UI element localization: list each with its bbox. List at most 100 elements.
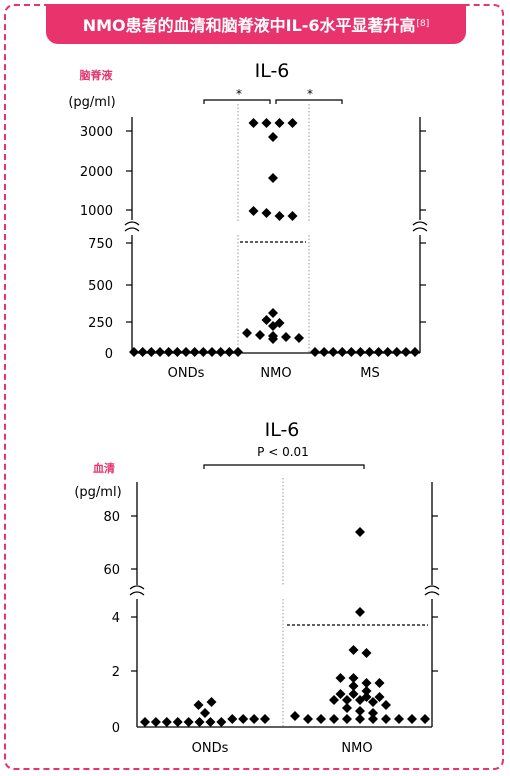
- chart-csf-ylabel: (pg/ml): [68, 95, 115, 110]
- chart-serum-nmo-point: [361, 686, 372, 696]
- chart-serum-ylabel: (pg/ml): [74, 485, 121, 500]
- chart-serum: IL-6 P < 0.01 血清 (pg/ml) 80 60 4 2 0 OND…: [74, 419, 440, 756]
- chart-csf-onds-point: [129, 347, 139, 357]
- chart-serum-nmo-point: [342, 703, 352, 713]
- chart-serum-nmo-point: [394, 714, 404, 724]
- chart-csf-ms-point: [382, 347, 393, 357]
- chart-csf-ytick: 250: [88, 316, 113, 331]
- chart-csf-nmo-point: [248, 206, 259, 216]
- chart-csf-ms-point: [410, 347, 420, 357]
- chart-csf-nmo-point: [261, 315, 272, 325]
- chart-csf-nmo-point: [261, 118, 272, 128]
- chart-serum-title: IL-6: [265, 419, 300, 441]
- chart-serum-onds-point: [206, 697, 217, 707]
- chart-csf-category-label: NMO: [260, 366, 291, 381]
- chart-serum-nmo-point: [381, 714, 391, 724]
- chart-serum-nmo-point: [316, 714, 326, 724]
- chart-csf-onds-point: [224, 347, 235, 357]
- chart-csf-category-label: ONDs: [168, 366, 205, 381]
- chart-csf-ms-point: [346, 347, 357, 357]
- chart-serum-nmo-point: [348, 681, 359, 691]
- chart-csf-nmo-point: [255, 330, 265, 340]
- chart-csf-ms-point: [337, 347, 348, 357]
- chart-csf-onds-point: [146, 347, 157, 357]
- chart-serum-nmo-point: [348, 689, 359, 699]
- chart-csf-ms-point: [328, 347, 339, 357]
- chart-csf-significance-label: *: [307, 87, 313, 101]
- chart-csf-onds-point: [155, 347, 165, 357]
- figure-header: NMO患者的血清和脑脊液中IL-6水平显著升高 [8]: [46, 4, 466, 44]
- chart-serum-nmo-point: [407, 714, 417, 724]
- chart-csf-nmo-point: [274, 118, 285, 128]
- chart-csf-onds-point: [163, 347, 174, 357]
- chart-csf-nmo-point: [268, 308, 278, 318]
- chart-serum-onds-point: [193, 700, 204, 710]
- chart-csf-ticks: [126, 130, 426, 323]
- chart-serum-nmo-point: [329, 695, 339, 705]
- chart-serum-points: [140, 527, 430, 727]
- chart-csf-nmo-point: [242, 328, 252, 338]
- chart-csf-left-axis-break: [124, 221, 140, 226]
- chart-csf-significance-label: *: [236, 87, 242, 101]
- chart-serum-nmo-point: [361, 648, 372, 658]
- chart-csf-group-separators: [237, 104, 310, 353]
- chart-serum-nmo-point: [335, 689, 346, 699]
- chart-csf-ytick: 750: [88, 237, 113, 252]
- chart-serum-category-label: NMO: [341, 741, 372, 756]
- chart-csf: IL-6 脑脊液 (pg/ml) 3000 2000 1000 750 500 …: [68, 60, 428, 381]
- chart-serum-nmo-point: [355, 695, 365, 705]
- chart-serum-nmo-point: [303, 714, 313, 724]
- chart-csf-right-axis-break: [412, 221, 428, 226]
- chart-csf-ytick: 1000: [80, 204, 113, 219]
- chart-serum-onds-point: [183, 717, 194, 727]
- chart-serum-onds-point: [205, 717, 216, 727]
- chart-csf-ms-point: [391, 347, 402, 357]
- chart-csf-significance-brackets: [203, 99, 343, 104]
- chart-serum-right-axis-break: [424, 585, 440, 590]
- chart-serum-nmo-point: [348, 673, 359, 683]
- chart-serum-nmo-point: [342, 695, 352, 705]
- chart-csf-ms-point: [364, 347, 375, 357]
- chart-serum-nmo-point: [374, 678, 385, 688]
- chart-serum-nmo-point: [355, 527, 365, 537]
- chart-serum-onds-point: [200, 708, 210, 718]
- chart-csf-ms-point: [310, 347, 320, 357]
- chart-csf-nmo-point: [274, 211, 285, 221]
- chart-csf-ytick: 500: [88, 279, 113, 294]
- chart-csf-nmo-point: [281, 332, 291, 342]
- chart-serum-onds-point: [172, 717, 183, 727]
- chart-csf-onds-point: [137, 347, 148, 357]
- chart-csf-onds-point: [207, 347, 217, 357]
- chart-csf-ms-point: [319, 347, 330, 357]
- chart-csf-nmo-point: [268, 173, 278, 183]
- chart-serum-onds-point: [249, 714, 260, 724]
- chart-serum-nmo-point: [361, 678, 372, 688]
- chart-csf-onds-point: [215, 347, 226, 357]
- chart-csf-title: IL-6: [255, 60, 290, 82]
- chart-serum-ytick: 4: [112, 611, 120, 626]
- chart-serum-category-label: ONDs: [192, 741, 229, 756]
- chart-serum-nmo-point: [335, 673, 346, 683]
- chart-serum-nmo-point: [368, 697, 378, 707]
- chart-csf-ms-point: [355, 347, 366, 357]
- chart-csf-onds-point: [181, 347, 191, 357]
- chart-serum-onds-point: [227, 714, 238, 724]
- chart-serum-nmo-point: [348, 645, 359, 655]
- chart-csf-ytick: 3000: [80, 125, 113, 140]
- chart-csf-nmo-point: [268, 132, 278, 142]
- chart-serum-nmo-point: [374, 692, 385, 702]
- chart-serum-onds-point: [260, 714, 270, 724]
- chart-csf-nmo-point: [287, 118, 298, 128]
- chart-csf-nmo-point: [268, 334, 278, 344]
- chart-csf-nmo-point: [287, 211, 298, 221]
- chart-serum-nmo-point: [355, 607, 365, 617]
- chart-serum-ytick: 60: [103, 563, 120, 578]
- chart-serum-nmo-point: [329, 714, 339, 724]
- chart-serum-significance-label: P < 0.01: [257, 445, 309, 459]
- chart-csf-ms-point: [373, 347, 384, 357]
- chart-serum-onds-point: [216, 717, 227, 727]
- chart-csf-nmo-point: [248, 118, 259, 128]
- chart-csf-ms-point: [400, 347, 411, 357]
- chart-csf-onds-point: [233, 347, 243, 357]
